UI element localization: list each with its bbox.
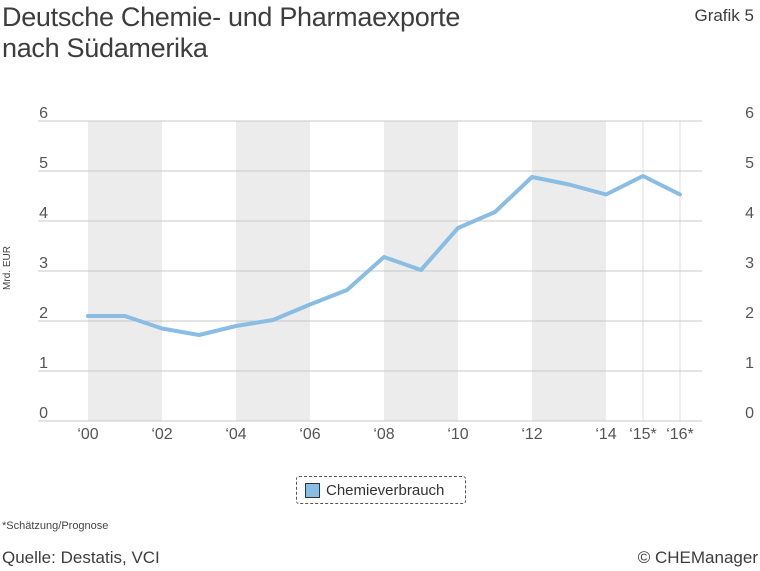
y-tick-right-1: 1 <box>745 355 754 372</box>
data-point-2010 <box>456 226 460 230</box>
x-tick-2015: ‘15* <box>629 426 657 443</box>
data-point-2009 <box>419 268 423 272</box>
y-tick-left-6: 6 <box>39 105 48 122</box>
data-point-2002 <box>160 327 164 330</box>
copyright-text: © CHEManager <box>637 548 758 567</box>
y-tick-right-5: 5 <box>745 155 754 172</box>
data-point-2013 <box>567 183 571 186</box>
data-point-2006 <box>308 303 312 306</box>
y-tick-left-2: 2 <box>39 305 48 322</box>
y-tick-right-6: 6 <box>745 105 754 122</box>
y-tick-left-3: 3 <box>39 255 48 272</box>
y-tick-right-0: 0 <box>745 405 754 422</box>
x-tick-2008: ‘08 <box>373 426 394 443</box>
legend: Chemieverbrauch <box>296 476 466 504</box>
y-tick-left-1: 1 <box>39 355 48 372</box>
x-tick-2004: ‘04 <box>225 426 246 443</box>
gridlines <box>38 120 702 422</box>
title-line-1: Deutsche Chemie- und Pharmaexporte <box>2 2 461 32</box>
x-tick-2016: ‘16* <box>666 426 694 443</box>
chart-title: Deutsche Chemie- und Pharmaexporte nach … <box>2 2 460 64</box>
y-tick-left-5: 5 <box>39 155 48 172</box>
y-tick-left-0: 0 <box>39 405 48 422</box>
y-axis-label: Mrd. EUR <box>2 246 13 290</box>
x-tick-2010: ‘10 <box>447 426 468 443</box>
title-line-2: nach Südamerika <box>2 33 208 63</box>
source-text: Quelle: Destatis, VCI <box>2 548 160 567</box>
data-point-2003 <box>197 333 201 337</box>
data-point-2004 <box>234 324 238 328</box>
series-layer <box>86 174 682 337</box>
y-tick-left-4: 4 <box>39 205 48 222</box>
data-point-2005 <box>271 318 275 322</box>
x-tick-2002: ‘02 <box>151 426 172 443</box>
legend-swatch <box>305 482 320 498</box>
x-axis: ‘00 ‘02 ‘04 ‘06 ‘08 ‘10 ‘12 ‘14 ‘15* ‘16* <box>77 426 693 443</box>
y-axis-right: 0 1 2 3 4 5 6 <box>745 105 754 422</box>
data-point-2014 <box>604 193 608 196</box>
y-tick-right-3: 3 <box>745 255 754 272</box>
legend-label: Chemieverbrauch <box>326 481 445 499</box>
data-point-2016 <box>678 193 682 196</box>
data-point-2015 <box>641 174 645 178</box>
data-point-2011 <box>493 210 497 214</box>
grafik-label: Grafik 5 <box>694 6 754 25</box>
data-point-2008 <box>382 255 386 259</box>
x-tick-2014: ‘14 <box>595 426 616 443</box>
y-tick-right-4: 4 <box>745 205 754 222</box>
x-tick-2012: ‘12 <box>521 426 542 443</box>
data-point-2000 <box>86 314 90 318</box>
footnote: *Schätzung/Prognose <box>2 520 109 532</box>
x-tick-2006: ‘06 <box>299 426 320 443</box>
x-tick-2000: ‘00 <box>77 426 98 443</box>
data-point-2012 <box>530 175 534 179</box>
data-point-2007 <box>345 288 349 292</box>
data-point-2001 <box>123 314 127 318</box>
y-axis-left: 0 1 2 3 4 5 6 <box>39 105 48 422</box>
y-tick-right-2: 2 <box>745 305 754 322</box>
